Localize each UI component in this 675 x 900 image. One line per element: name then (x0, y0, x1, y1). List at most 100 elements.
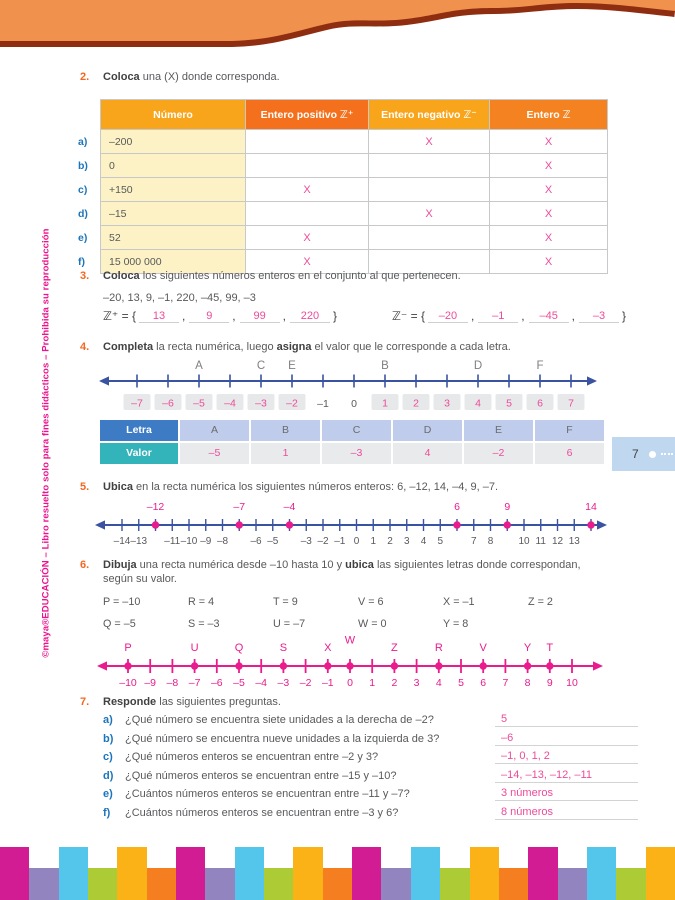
tick-label: –9 (144, 677, 156, 689)
line-letter-label: Y (524, 642, 532, 654)
letter-cell: A (180, 420, 249, 441)
mark-cell[interactable] (245, 153, 369, 178)
mark-cell[interactable]: X (245, 177, 369, 202)
mark-cell[interactable]: X (489, 177, 608, 202)
footer-bar (586, 847, 617, 900)
value-cell[interactable]: –3 (322, 443, 391, 464)
mark-cell[interactable] (368, 225, 490, 250)
answer-blank[interactable]: 220 (289, 310, 330, 323)
value-cell[interactable]: –5 (180, 443, 249, 464)
footer-bar (322, 868, 353, 900)
mark-cell[interactable] (368, 153, 490, 178)
answer-blank[interactable]: –1, 0, 1, 2 (495, 750, 638, 765)
answer-box (495, 394, 523, 410)
footer-bar (410, 847, 441, 900)
mark-cell[interactable] (245, 201, 369, 226)
mark-cell[interactable]: X (245, 249, 369, 274)
set-suffix: } (332, 309, 337, 323)
answer-blank[interactable]: –3 (578, 310, 619, 323)
tick-label: 5 (437, 536, 443, 547)
answer-number-label: 3 (444, 398, 450, 410)
line-letter-label: W (345, 635, 356, 647)
value-cell[interactable]: 1 (251, 443, 320, 464)
question-row: a) ¿Qué número se encuentra siete unidade… (103, 713, 638, 727)
mark-cell[interactable]: X (489, 225, 608, 250)
plotted-point-label: –12 (147, 501, 165, 513)
given-number-label: 0 (351, 398, 357, 410)
row-label: d) (78, 207, 88, 220)
number-line-ex5[interactable]: –14 –13 –12 –11 –10 –9 –8 –7 –6 –5 –4 –3 –2 –1 0 1 2 3 4 5 6… (95, 497, 615, 556)
plotted-point (587, 521, 595, 529)
table-row: f) 15 000 000 X X (78, 249, 608, 274)
tick-label: 4 (436, 677, 442, 689)
number-cell: –200 (100, 129, 246, 154)
mark-cell[interactable] (245, 129, 369, 154)
answer-number-label: 1 (382, 398, 388, 410)
tick-label: –2 (300, 677, 312, 689)
table-row: d) –15 X X (78, 201, 608, 226)
tick-label: 6 (480, 677, 486, 689)
footer-bar (88, 868, 118, 900)
comma: , (571, 309, 575, 323)
question-text: ¿Qué números enteros se encuentran entre… (125, 751, 379, 764)
exercise-7-number: 7. (80, 696, 90, 708)
line-letter-label: X (324, 642, 332, 654)
plotted-point-label: –4 (284, 501, 296, 513)
line-letter-label: C (257, 360, 265, 372)
tick-label: 3 (404, 536, 410, 547)
answer-blank[interactable]: 99 (239, 310, 280, 323)
plotted-point (546, 662, 554, 670)
letter-assignment: T = 9 (273, 596, 298, 608)
exercise-4-header: 4. Completa la recta numérica, luego asi… (80, 341, 511, 353)
letter-assignment: U = –7 (273, 618, 306, 630)
tick-label: 12 (552, 536, 564, 547)
mark-cell[interactable]: X (489, 153, 608, 178)
answer-blank[interactable]: –1 (478, 310, 519, 323)
tick-label: –10 (181, 536, 198, 547)
value-cell[interactable]: 4 (393, 443, 462, 464)
exercise-2-header: 2. Coloca una (X) donde corresponda. (80, 71, 280, 83)
letter-value-table: Letra A B C D E F Valor –5 1 –3 4 –2 6 (100, 420, 604, 464)
mark-cell[interactable]: X (368, 129, 490, 154)
letter-assignment: Y = 8 (443, 618, 469, 630)
number-line-ex6[interactable]: –10 –9 –8 –7 –6 –5 –4 –3 –2 –1 0 1 2 3 4 5 6 7 8 9 10 P U Q S X W Z… (95, 634, 615, 697)
value-cell[interactable]: –2 (464, 443, 533, 464)
answer-blank[interactable]: 8 números (495, 806, 638, 820)
right-arrow-icon (597, 520, 607, 530)
answer-blank[interactable]: –20 (427, 310, 468, 323)
footer-bar (176, 847, 206, 900)
mark-cell[interactable]: X (489, 201, 608, 226)
tick-label: –4 (255, 677, 267, 689)
answer-box (216, 394, 244, 410)
exercise-6-number: 6. (80, 559, 90, 571)
mark-cell[interactable]: X (245, 225, 369, 250)
tick-label: –1 (334, 536, 346, 547)
mark-cell[interactable] (368, 177, 490, 202)
footer-bar (645, 847, 675, 900)
plotted-point (190, 662, 199, 670)
mark-cell[interactable]: X (489, 249, 608, 274)
exercise-6-header: 6. Dibuja una recta numérica desde –10 h… (80, 559, 581, 571)
answer-blank[interactable]: –14, –13, –12, –11 (495, 769, 638, 783)
footer-bar (293, 847, 323, 900)
tick-label: 3 (414, 677, 420, 689)
answer-blank[interactable]: 13 (138, 310, 179, 323)
footer-bar (557, 868, 587, 900)
mark-cell[interactable]: X (368, 201, 490, 226)
answer-blank[interactable]: –6 (495, 732, 638, 746)
answer-blank[interactable]: 9 (189, 310, 230, 323)
exercise-7-header: 7. Responde las siguientes preguntas. (80, 696, 281, 708)
mark-cell[interactable]: X (489, 129, 608, 154)
number-line-ex4[interactable]: –7 –6 –5 –4 –3 –2 –1 0 1 2 3 4 5 6 7 A C E B D F (98, 357, 598, 418)
answer-blank[interactable]: 3 números (495, 787, 638, 802)
plotted-point-label: –7 (233, 501, 245, 513)
value-cell[interactable]: 6 (535, 443, 604, 464)
table-row: e) 52 X X (78, 225, 608, 250)
answer-box (464, 394, 492, 410)
answer-blank[interactable]: –45 (528, 310, 569, 323)
answer-blank[interactable]: 5 (495, 713, 638, 727)
tick-label: 2 (387, 536, 393, 547)
answer-number-label: 4 (475, 398, 481, 410)
plotted-point (503, 521, 511, 529)
exercise-4-instruction: Completa la recta numérica, luego asigna… (103, 341, 511, 353)
